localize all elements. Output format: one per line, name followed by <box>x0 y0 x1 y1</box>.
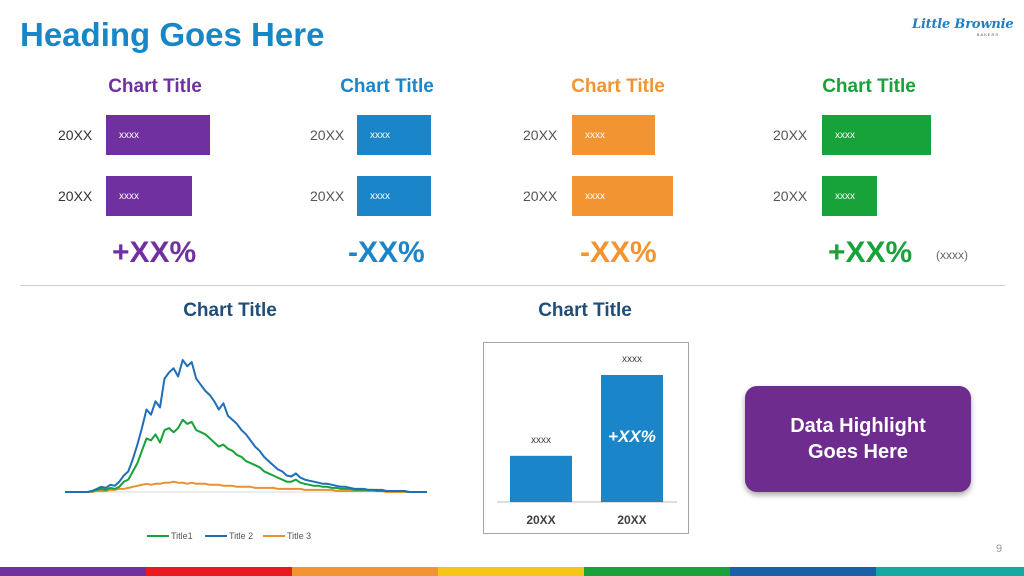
mini-chart-percent: -XX% <box>580 236 657 269</box>
data-highlight-text: Data Highlight Goes Here <box>790 415 926 463</box>
mini-chart-bar <box>357 176 431 216</box>
bar-chart-title: Chart Title <box>538 300 632 321</box>
bar-chart-data-label: xxxx <box>622 354 642 365</box>
legend-label: Title 3 <box>287 531 311 541</box>
mini-chart-percent: +XX% <box>112 236 197 269</box>
footer-stripe-segment <box>730 567 876 576</box>
mini-chart-year-label: 20XX <box>310 188 345 204</box>
mini-chart-bar-label: xxxx <box>835 130 855 141</box>
mini-chart-bar <box>822 176 878 216</box>
mini-chart-title: Chart Title <box>822 76 916 97</box>
line-series-1 <box>65 359 427 493</box>
page-number: 9 <box>996 543 1003 555</box>
bar-chart-bar <box>601 375 663 502</box>
logo-brand: Little Brownie <box>912 17 1014 32</box>
mini-chart-bar <box>572 176 674 216</box>
data-highlight-box: Data Highlight Goes Here <box>745 386 971 492</box>
mini-chart-bar <box>106 115 210 155</box>
line-series-2 <box>65 480 427 493</box>
mini-chart-year-label: 20XX <box>773 188 808 204</box>
mini-note: (xxxx) <box>936 248 968 262</box>
mini-chart-bar-label: xxxx <box>835 191 855 202</box>
footer-stripe-segment <box>876 567 1024 576</box>
mini-chart-year-label: 20XX <box>310 127 345 143</box>
legend-item: Title1 <box>147 531 193 541</box>
mini-chart-percent: +XX% <box>828 236 913 269</box>
line-chart-title: Chart Title <box>183 300 277 321</box>
mini-chart-bar-label: xxxx <box>119 191 139 202</box>
mini-chart-bar <box>357 115 431 155</box>
mini-chart-bar-label: xxxx <box>585 191 605 202</box>
bar-chart-data-label: xxxx <box>531 435 551 446</box>
mini-chart-bar-label: xxxx <box>370 130 390 141</box>
mini-chart-bar-label: xxxx <box>119 130 139 141</box>
bar-chart-bar <box>510 455 572 502</box>
page-heading: Heading Goes Here <box>20 16 325 53</box>
mini-chart-year-label: 20XX <box>58 127 93 143</box>
bar-chart-category-label: 20XX <box>617 513 646 527</box>
mini-chart-bar <box>572 115 655 155</box>
little-brownie-logo: Little Brownie BAKERS <box>912 17 1014 40</box>
bar-chart-callout: +XX% <box>608 427 656 446</box>
mini-chart-year-label: 20XX <box>773 127 808 143</box>
mini-chart-bar <box>106 176 193 216</box>
legend-item: Title 2 <box>205 531 253 541</box>
mini-chart-bar <box>822 115 932 155</box>
mini-chart-year-label: 20XX <box>58 188 93 204</box>
legend-label: Title 2 <box>229 531 253 541</box>
mini-chart-year-label: 20XX <box>523 188 558 204</box>
section-divider <box>20 285 1005 286</box>
bar-chart-category-label: 20XX <box>526 513 555 527</box>
bar-chart: xxxx 20XX xxxx 20XX +XX% <box>483 342 689 534</box>
footer-stripe-segment <box>146 567 292 576</box>
logo-sub: BAKERS <box>976 32 999 37</box>
legend-item: Title 3 <box>263 531 311 541</box>
mini-chart-percent: -XX% <box>348 236 425 269</box>
line-chart: Title1 Title 2 Title 3 <box>65 359 427 541</box>
mini-chart-title: Chart Title <box>108 76 202 97</box>
footer-stripe-segment <box>292 567 438 576</box>
legend-label: Title1 <box>171 531 193 541</box>
mini-chart-bar-label: xxxx <box>585 130 605 141</box>
footer-stripe-segment <box>0 567 146 576</box>
mini-chart-title: Chart Title <box>340 76 434 97</box>
mini-chart-year-label: 20XX <box>523 127 558 143</box>
footer-stripe-segment <box>584 567 730 576</box>
footer-stripe-segment <box>438 567 584 576</box>
mini-chart-title: Chart Title <box>571 76 665 97</box>
mini-chart-bar-label: xxxx <box>370 191 390 202</box>
